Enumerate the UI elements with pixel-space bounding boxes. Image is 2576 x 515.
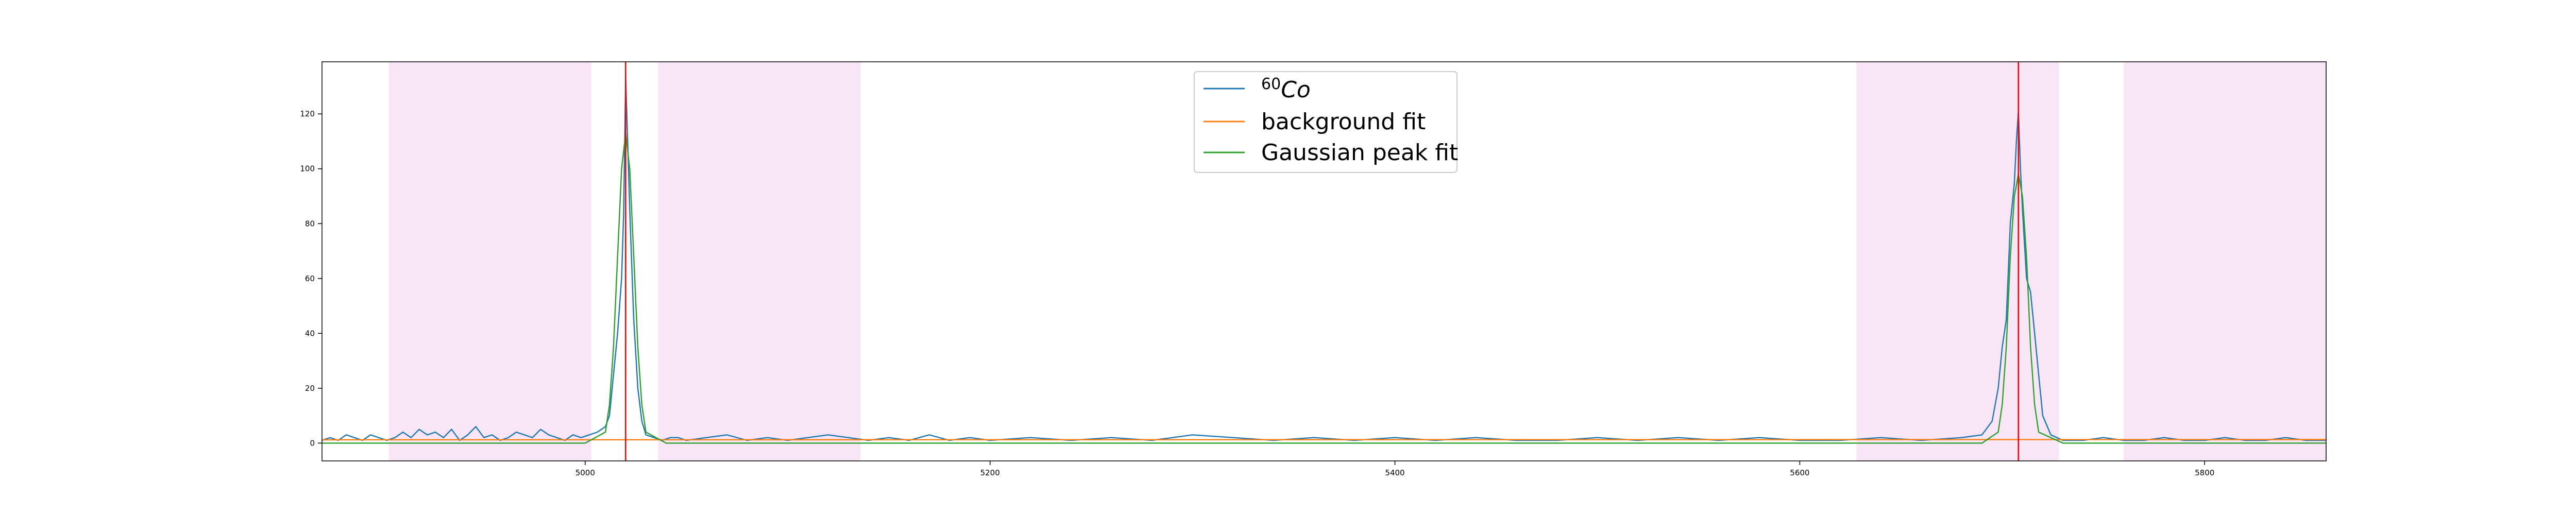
y-tick-label-20: 20 (305, 384, 315, 393)
x-axis: 5000 5200 5400 5600 5800 (575, 461, 2214, 477)
legend-label-co60-sup: 60 (1261, 75, 1281, 93)
x-tick-label-5000: 5000 (575, 468, 595, 477)
shaded-region-1 (388, 62, 591, 461)
x-tick-label-5800: 5800 (2195, 468, 2214, 477)
x-tick-label-5400: 5400 (1385, 468, 1404, 477)
series-lines (322, 77, 2326, 444)
x-tick-label-5600: 5600 (1790, 468, 1809, 477)
legend-label-gaussian-peak-fit: Gaussian peak fit (1261, 140, 1458, 166)
y-tick-label-40: 40 (305, 329, 315, 338)
y-tick-label-100: 100 (300, 164, 315, 174)
shaded-regions (388, 62, 2326, 461)
y-axis: 0 20 40 60 80 100 120 (300, 109, 322, 448)
plot-frame (321, 61, 2327, 461)
legend: 60Co background fit Gaussian peak fit (1194, 71, 1458, 173)
x-tick-label-5200: 5200 (980, 468, 1000, 477)
shaded-region-4 (2124, 62, 2326, 461)
peak-markers (625, 62, 2020, 461)
legend-box (1194, 71, 1458, 173)
shaded-region-3 (1856, 62, 2059, 461)
series-line-gaussian-peak-fit (322, 132, 2326, 444)
legend-label-co60: 60Co (1261, 75, 1311, 103)
y-tick-label-80: 80 (305, 219, 315, 228)
y-tick-label-120: 120 (300, 109, 315, 118)
y-tick-label-0: 0 (310, 438, 315, 448)
legend-label-background-fit: background fit (1261, 109, 1426, 135)
shaded-region-2 (658, 62, 861, 461)
legend-label-co60-base: Co (1281, 77, 1311, 103)
y-tick-label-60: 60 (305, 274, 315, 283)
series-line-co60 (322, 77, 2326, 441)
